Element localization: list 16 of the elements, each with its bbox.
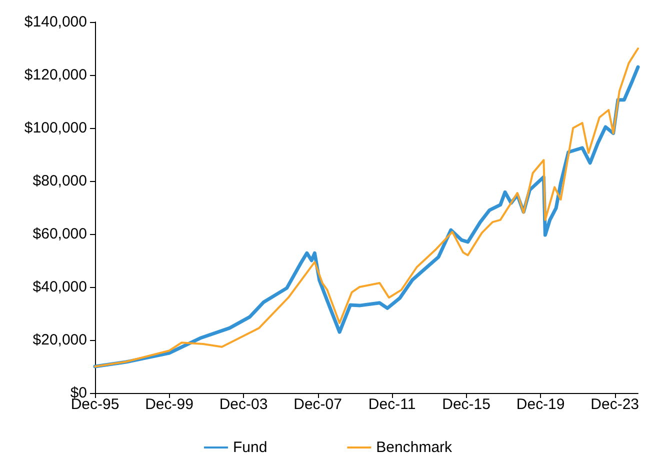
x-tick-label: Dec-15 <box>442 396 490 413</box>
y-tick-label: $140,000 <box>24 14 87 30</box>
x-tick-label: Dec-07 <box>294 396 342 413</box>
y-tick-label: $80,000 <box>32 172 87 190</box>
y-tick-label: $120,000 <box>24 66 87 84</box>
x-tick-label: Dec-03 <box>219 396 268 413</box>
x-tick-label: Dec-99 <box>145 396 194 413</box>
y-tick-label: $40,000 <box>32 278 87 296</box>
legend-label: Fund <box>232 439 268 456</box>
y-tick-label: $100,000 <box>24 120 87 136</box>
x-tick-label: Dec-19 <box>516 396 565 413</box>
x-tick-label: Dec-11 <box>368 396 416 413</box>
legend-label: Benchmark <box>376 439 453 456</box>
x-tick-label: Dec-23 <box>590 396 639 413</box>
y-tick-label: $60,000 <box>32 226 87 242</box>
y-tick-label: $20,000 <box>32 332 87 348</box>
